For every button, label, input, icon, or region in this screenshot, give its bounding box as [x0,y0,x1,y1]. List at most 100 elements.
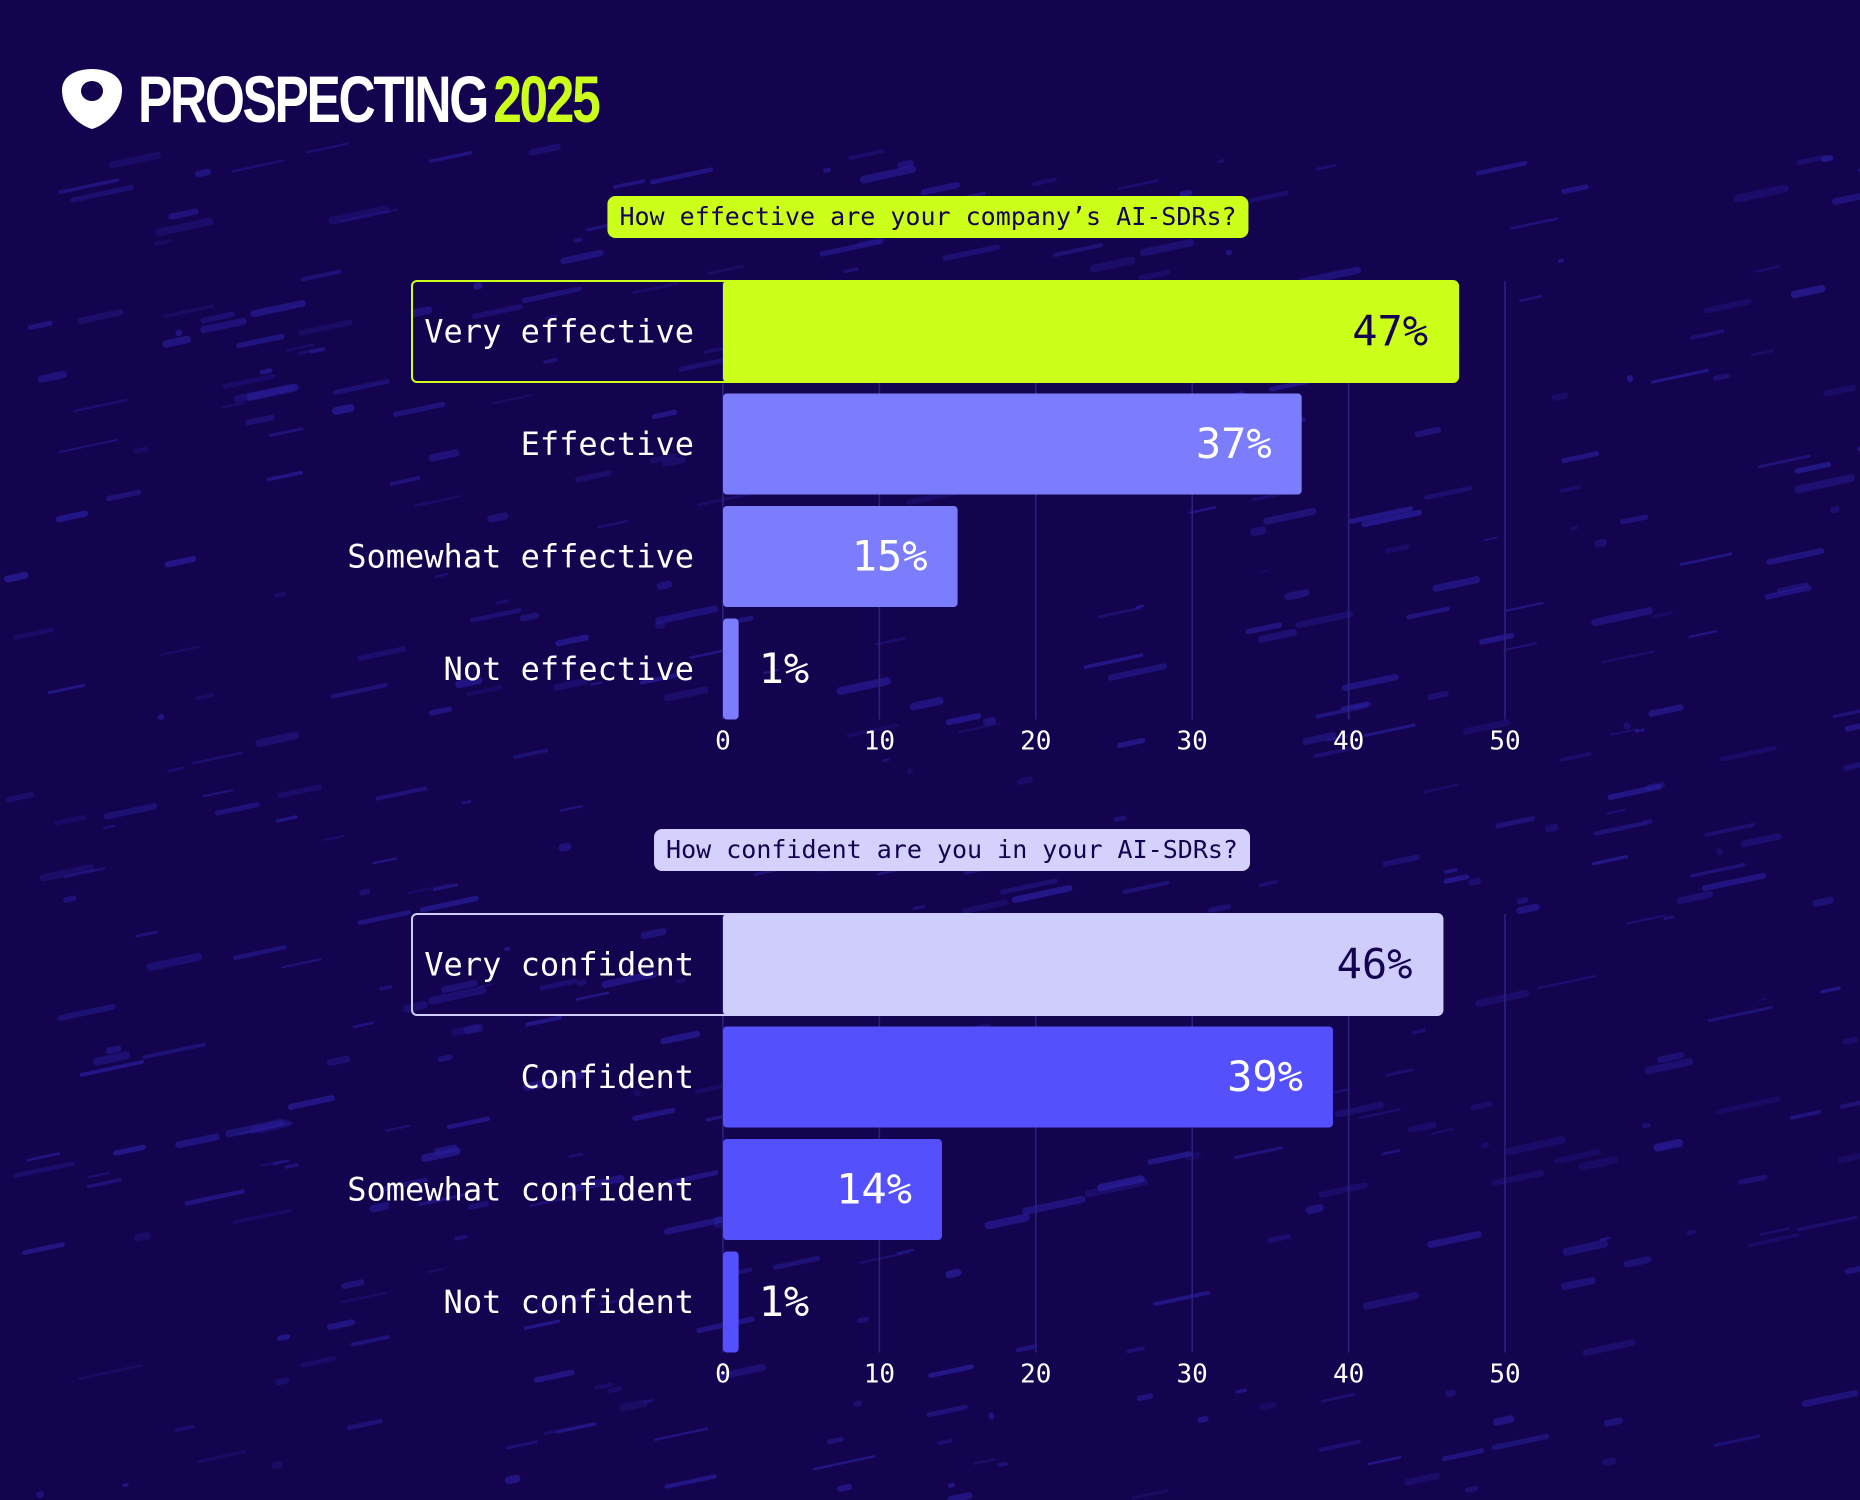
value-label: 37% [1196,419,1272,468]
texture-speck [1381,1149,1401,1156]
texture-speck [997,1461,1008,1467]
x-tick-label: 20 [1020,1360,1051,1390]
texture-speck [1519,295,1543,302]
texture-speck [273,592,287,598]
texture-speck [250,300,306,318]
texture-speck [1536,974,1597,990]
texture-speck [359,888,371,896]
texture-speck [1801,1389,1859,1408]
texture-speck [202,789,234,798]
texture-speck [22,1242,65,1255]
texture-speck [297,347,323,356]
texture-speck [945,713,982,726]
texture-speck [410,306,433,318]
texture-speck [393,401,446,417]
texture-speck [200,311,236,324]
texture-speck [1257,628,1298,643]
texture-speck [1367,1456,1402,1466]
texture-speck [906,768,913,775]
texture-speck [1602,1457,1617,1466]
texture-speck [1663,915,1675,921]
texture-speck [1427,690,1449,700]
texture-speck [326,1055,351,1066]
texture-speck [134,1232,151,1242]
texture-speck [1015,1344,1037,1353]
texture-speck [421,1147,461,1162]
texture-speck [413,495,462,508]
texture-speck [1716,848,1723,856]
texture-speck [1117,737,1146,749]
texture-speck [58,178,120,195]
texture-speck [660,1030,701,1045]
texture-speck [1302,732,1337,745]
texture-speck [1689,329,1725,340]
category-label: Confident [521,1058,694,1096]
texture-speck [132,446,148,454]
texture-speck [57,1003,116,1021]
value-label: 1% [759,644,810,693]
texture-speck [1305,1204,1324,1215]
texture-speck [1189,506,1217,514]
texture-speck [920,182,960,196]
texture-speck [341,1279,365,1290]
x-tick-label: 40 [1333,1360,1364,1390]
texture-speck [819,239,883,257]
texture-speck [245,414,275,426]
texture-speck [1097,1175,1145,1191]
texture-speck [1713,1434,1761,1448]
texture-speck [357,910,411,926]
texture-speck [1626,374,1634,382]
texture-speck [826,1437,844,1445]
texture-speck [961,899,1008,914]
texture-speck [988,1412,995,1420]
texture-speck [168,208,199,220]
texture-speck [575,991,610,1001]
texture-speck [607,1386,622,1394]
texture-speck [1623,722,1631,730]
texture-speck [1620,514,1649,525]
texture-speck [106,489,142,502]
texture-speck [1098,606,1142,619]
texture-speck [369,1202,390,1213]
texture-speck [154,239,172,246]
effectiveness-question: How effective are your company’s AI-SDRs… [607,196,1249,238]
texture-speck [1737,1174,1768,1185]
texture-speck [643,1399,654,1404]
texture-speck [1179,189,1193,198]
texture-speck [1716,1096,1781,1115]
texture-speck [1131,1489,1169,1500]
texture-speck [379,984,393,991]
texture-speck [1259,1401,1277,1411]
texture-speck [1832,186,1860,205]
texture-speck [306,142,349,154]
bar-somewhat-confident [723,1139,942,1240]
texture-speck [875,637,906,646]
texture-speck [595,1382,613,1390]
texture-speck [328,205,390,225]
texture-speck [505,1440,538,1450]
texture-speck [1445,1389,1456,1398]
texture-speck [763,669,779,675]
texture-speck [300,1356,337,1368]
confidence-question: How confident are you in your AI-SDRs? [654,829,1250,871]
texture-speck [495,599,510,605]
texture-speck [957,722,1002,734]
texture-speck [389,476,421,486]
texture-speck [632,281,679,295]
texture-speck [575,470,612,483]
texture-speck [543,357,558,364]
texture-speck [77,309,124,324]
texture-speck [468,1200,489,1210]
texture-speck [719,1363,766,1380]
texture-speck [590,681,603,686]
texture-speck [155,217,214,237]
texture-speck [612,179,646,189]
texture-speck [559,805,583,812]
texture-speck [1117,179,1160,191]
texture-speck [109,151,162,169]
texture-speck [859,165,917,184]
texture-speck [428,986,487,1005]
texture-speck [1796,154,1828,166]
texture-speck [214,802,260,816]
texture-speck [1750,349,1774,357]
